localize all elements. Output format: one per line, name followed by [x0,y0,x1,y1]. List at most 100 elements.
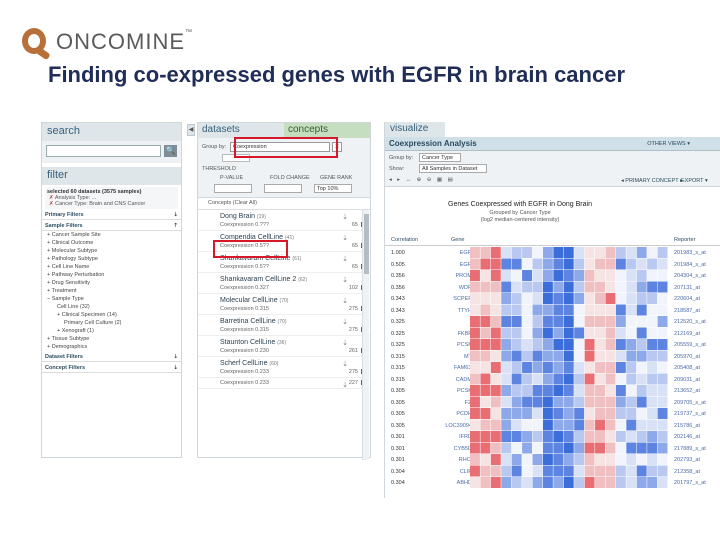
concept-name[interactable]: Scherf CellLine (60) [198,357,370,367]
gene-link[interactable]: LOC390940 [445,422,475,429]
collapse-icon[interactable]: ⇡ [173,223,178,229]
scrollbar-thumb[interactable] [364,214,369,274]
tab-visualize[interactable]: visualize [385,122,445,137]
concept-scrollbar[interactable] [362,210,369,460]
active-filter[interactable]: ✗ Cancer Type: Brain and CNS Cancer [47,201,176,207]
gene-rank-select[interactable]: Top 10% [314,184,352,193]
filter-item[interactable]: + Drug Sensitivity [47,280,90,286]
reporter-link[interactable]: 202793_at [674,457,700,463]
search-tab[interactable]: search [42,123,181,141]
reporter-link[interactable]: 205408_at [674,365,700,371]
group-by-select[interactable]: Coexpression [230,142,330,152]
reporter-link[interactable]: 212358_at [674,468,700,475]
remove-filter-icon[interactable]: ✗ [49,195,55,201]
concept-row[interactable]: Dong Brain (19) Coexpression 0.??? 65 ⇣ [198,210,370,231]
gene-link[interactable]: FAM63B [453,365,475,371]
expand-icon[interactable]: ⇣ [173,365,178,371]
filter-subitem[interactable]: + Clinical Specimen (14) [57,312,117,318]
concept-row[interactable]: Coexpression 0.233 227 ⇣ [198,378,370,389]
filter-item[interactable]: + Molecular Subtype [47,248,98,254]
dataset-filters-section[interactable]: Dataset Filters ⇣ [42,353,181,362]
reporter-link[interactable]: 213652_at [674,388,700,394]
filter-subitem[interactable]: Cell Line (32) [42,303,181,311]
gene-link[interactable]: PCDH9 [456,411,475,417]
filter-item[interactable]: + Clinical Outcome [47,240,94,246]
pvalue-select[interactable] [214,184,252,193]
concept-name[interactable]: Molecular CellLine (70) [198,294,370,304]
gene-link[interactable]: TTYH3 [457,307,475,314]
download-icon[interactable]: ⇣ [342,340,348,347]
reporter-link[interactable]: 205559_s_at [674,342,706,348]
gene-link[interactable]: PCSK5 [456,342,475,348]
concept-row[interactable]: Scherf CellLine (60) Coexpression 0.233 27… [198,357,370,378]
concept-row[interactable]: Barretina CellLine (70) Coexpression 0.31… [198,315,370,336]
concept-filters-section[interactable]: Concept Filters ⇣ [42,364,181,373]
primary-concept-button[interactable]: ◂ PRIMARY CONCEPT ▸ [621,178,683,184]
show-select[interactable]: All Samples in Dataset [419,164,487,173]
reporter-link[interactable]: 215786_at [674,422,700,429]
gene-link[interactable]: SCPEP1 [453,296,475,302]
gene-link[interactable]: EGFR [459,250,475,256]
collapse-panel-icon[interactable]: ◀ [187,124,195,136]
gene-link[interactable]: WDR1 [458,284,475,291]
reporter-link[interactable]: 209031_at [674,376,700,383]
download-icon[interactable]: ⇣ [342,319,348,326]
other-views-button[interactable]: OTHER VIEWS ▾ [647,141,690,147]
gene-link[interactable]: PCSK5 [456,388,475,394]
view-toolbar-icons[interactable]: ◂ ▸ ↔ ⊕ ⊖ ▦ ▤ [389,177,455,183]
search-input[interactable] [46,145,161,157]
gene-link[interactable]: FKBP9 [457,330,475,337]
gene-link[interactable]: RHOD [458,457,475,463]
gene-link[interactable]: PROM1 [455,273,475,279]
reporter-link[interactable]: 219737_s_at [674,411,706,417]
reporter-link[interactable]: 202146_at [674,434,700,440]
concept-name[interactable]: Shankavaram CellLine 2 (62) [198,273,370,283]
download-icon[interactable]: ⇣ [342,214,348,221]
expand-icon[interactable]: ⇣ [173,354,178,360]
concepts-header[interactable]: Concepts (Clear All) [198,198,370,210]
reporter-link[interactable]: 220604_at [674,296,700,302]
concept-name[interactable]: Compendia CellLine (41) [198,231,370,241]
gene-link[interactable]: ABHD1 [456,480,475,486]
search-icon[interactable]: 🔍 [164,145,177,157]
download-icon[interactable]: ⇣ [342,235,348,242]
expand-icon[interactable]: ⇣ [173,212,178,218]
gene-link[interactable]: CLIP3 [459,468,475,475]
download-icon[interactable]: ⇣ [342,361,348,368]
filter-tab[interactable]: filter [42,167,181,185]
reporter-link[interactable]: 201797_s_at [674,480,706,486]
reporter-link[interactable]: 217889_s_at [674,445,706,452]
concept-name[interactable]: Shankavaram CellLine (61) [198,252,370,262]
concept-row[interactable]: Shankavaram CellLine 2 (62) Coexpression … [198,273,370,294]
gene-link[interactable]: MT3 [464,353,475,360]
active-filter[interactable]: ✗ Analysis Type: ... [47,195,176,201]
filter-subitem[interactable]: Primary Cell Culture (2) [42,319,181,327]
group-by-select[interactable]: Cancer Type [419,153,461,162]
reporter-link[interactable]: 212520_s_at [674,319,706,325]
gene-link[interactable]: EGFR [459,261,475,268]
tab-concepts[interactable]: concepts [284,123,370,138]
filter-item[interactable]: + Demographics [47,344,88,350]
secondary-select[interactable] [222,154,250,162]
filter-item[interactable]: + Cell Line Name [47,264,90,270]
tab-datasets[interactable]: datasets [198,123,284,138]
fold-change-select[interactable] [264,184,302,193]
concept-row[interactable]: Molecular CellLine (70) Coexpression 0.31… [198,294,370,315]
reporter-link[interactable]: 207131_at [674,284,700,291]
export-button[interactable]: EXPORT ▾ [681,178,708,184]
filter-item[interactable]: − Sample Type [47,296,84,302]
concept-name[interactable]: Barretina CellLine (70) [198,315,370,325]
gene-link[interactable]: F2R [464,399,475,406]
primary-filters-section[interactable]: Primary Filters ⇣ [42,211,181,220]
sample-filters-section[interactable]: Sample Filters ⇡ [42,222,181,231]
concept-row[interactable]: Staunton CellLine (36) Coexpression 0.230… [198,336,370,357]
concept-name[interactable]: Dong Brain (19) [198,210,370,220]
gene-link[interactable]: IFRD1 [459,434,475,440]
reporter-link[interactable]: 212169_at [674,330,700,337]
concept-name[interactable]: Staunton CellLine (36) [198,336,370,346]
remove-filter-icon[interactable]: ✗ [49,201,56,207]
filter-item[interactable]: + Cancer Sample Site [47,232,101,238]
gene-link[interactable]: CADM1 [455,376,475,383]
filter-item[interactable]: + Pathology Subtype [47,256,98,262]
download-icon[interactable]: ⇣ [342,277,348,284]
